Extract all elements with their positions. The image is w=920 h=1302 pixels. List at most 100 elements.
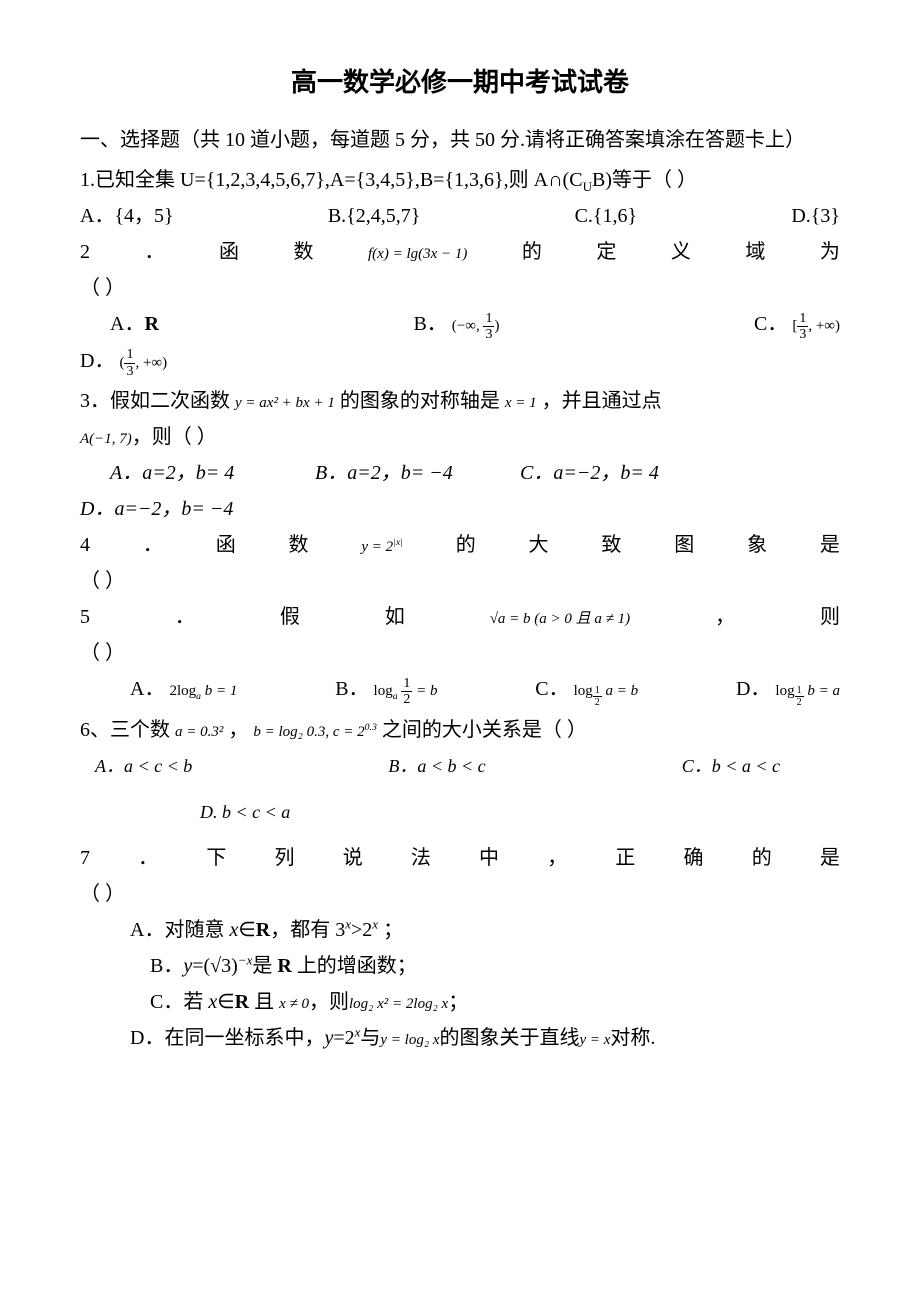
q4-t5: 的 [456,527,476,563]
q7-t9: 正 [615,840,635,876]
q6-opt-c: C．b < a < c [682,748,780,784]
q2-opta-lbl: A． [110,313,144,335]
q4-t4: 数 [289,527,309,563]
q3-s3: ，并且通过点 [542,390,662,412]
q6-opt-b: B．a < b < c [388,748,485,784]
q2-t8: 域 [745,234,765,270]
q5-t5: ， [715,599,735,635]
q5-math: √a = b (a > 0 且 a ≠ 1) [490,606,630,633]
q4-t3: 函 [216,527,236,563]
question-5-blank: （ ） [80,635,840,671]
q2-t7: 义 [671,234,691,270]
q2-options-row1: A．R B． (−∞, 13) C． [13, +∞) [80,306,840,342]
q2-opt-a: A．R [80,306,159,342]
q3-opt-c: C．a=−2，b= 4 [520,455,659,491]
q6-m1: a = 0.3² [175,724,223,740]
q6-s3: 之间的大小关系是（ ） [382,719,587,741]
q5-optb-math: loga 12 = b [374,683,438,699]
q4-t2: ． [143,527,163,563]
q5-t1: 5 [80,599,90,635]
q2-t2: ． [145,234,165,270]
q6-options-row1: A．a < c < b B．a < b < c C．b < a < c [80,748,840,784]
q5-optd-math: log12 b = a [775,683,840,699]
question-4-line1: 4 ． 函 数 y = 2|x| 的 大 致 图 象 是 [80,527,840,563]
q7-t6: 法 [411,840,431,876]
q3-m1: y = ax² + bx + 1 [235,395,335,411]
q2-optb-lbl: B． [413,313,446,335]
q1-opt-d: D.{3} [791,198,840,234]
q7-opt-d: D．在同一坐标系中，y=2x与y = log₂ x的图象关于直线y = x对称. [80,1020,840,1056]
question-7-line1: 7 ． 下 列 说 法 中 ， 正 确 的 是 [80,840,840,876]
q4-t9: 象 [747,527,767,563]
q5-optb-lbl: B． [335,678,368,700]
q6-opt-a: A．a < c < b [80,748,192,784]
q3-opt-b: B．a=2，b= −4 [315,455,515,491]
q7-opt-a: A．对随意 x∈R，都有 3x>2x ； [80,912,840,948]
q2-t5: 的 [522,234,542,270]
question-4-blank: （ ） [80,563,840,599]
q5-opt-b: B． loga 12 = b [335,671,437,708]
q1-opt-a: A．{4，5} [80,198,174,234]
q5-opta-lbl: A． [130,678,164,700]
q7-t3: 下 [206,840,226,876]
q2-optb-math: (−∞, 13) [452,318,500,334]
q1-opt-b: B.{2,4,5,7} [328,198,421,234]
q7-t10: 确 [684,840,704,876]
q7-t11: 的 [752,840,772,876]
page-title: 高一数学必修一期中考试试卷 [80,60,840,107]
q4-t1: 4 [80,527,90,563]
q3-m3: A(−1, 7) [80,431,132,447]
q4-t8: 图 [674,527,694,563]
q2-optc-lbl: C． [754,313,787,335]
q5-options: A． 2loga b = 1 B． loga 12 = b C． log12 a… [80,671,840,708]
q3-m2: x = 1 [505,395,537,411]
q6-s2: ， [228,719,248,741]
question-3: 3．假如二次函数 y = ax² + bx + 1 的图象的对称轴是 x = 1… [80,383,840,419]
q7-t7: 中 [479,840,499,876]
q3-opt-a: A．a=2，b= 4 [80,455,310,491]
q2-math: f(x) = lg(3x − 1) [368,241,467,268]
q3-s2: 的图象的对称轴是 [340,390,500,412]
q5-opta-math: 2loga b = 1 [169,683,237,699]
q3-opt-d: D．a=−2，b= −4 [80,491,840,527]
q2-opt-c: C． [13, +∞) [754,306,840,342]
q4-math: y = 2|x| [361,534,402,561]
q4-t6: 大 [529,527,549,563]
question-6: 6、三个数 a = 0.3² ， b = log₂ 0.3, c = 20.3 … [80,712,840,748]
q7-t1: 7 [80,840,90,876]
q1-sub: U [583,179,592,194]
question-3-line2: A(−1, 7)，则（ ） [80,419,840,455]
q6-m2: b = log₂ 0.3, c = 20.3 [253,724,376,740]
q6-opt-d: D. b < c < a [80,794,840,830]
q7-t12: 是 [820,840,840,876]
q3-options: A．a=2，b= 4 B．a=2，b= −4 C．a=−2，b= 4 [80,455,840,491]
q5-opt-a: A． 2loga b = 1 [80,671,237,708]
q2-optd-lbl: D． [80,350,114,372]
q5-t3: 假 [280,599,300,635]
q5-optc-lbl: C． [535,678,568,700]
q2-t4: 数 [294,234,314,270]
question-1: 1.已知全集 U={1,2,3,4,5,6,7},A={3,4,5},B={1,… [80,162,840,198]
q2-optd-math: (13, +∞) [119,355,167,371]
q2-t6: 定 [596,234,616,270]
question-2-blank: （ ） [80,270,840,306]
q5-opt-d: D． log12 b = a [736,671,840,708]
q7-opt-b: B．y=(√3)−x是 R 上的增函数； [80,948,840,984]
q7-t8: ， [547,840,567,876]
q7-t5: 说 [343,840,363,876]
q5-t2: ． [175,599,195,635]
q5-optd-lbl: D． [736,678,770,700]
q1-stem-end: B)等于（ ） [592,169,697,191]
q3-s4: ，则（ ） [132,426,217,448]
question-7-blank: （ ） [80,876,840,912]
q6-s1: 6、三个数 [80,719,170,741]
q5-t4: 如 [385,599,405,635]
q7-t2: ． [138,840,158,876]
q1-opt-c: C.{1,6} [575,198,638,234]
q2-opt-b: B． (−∞, 13) [413,306,499,342]
question-2-line1: 2 ． 函 数 f(x) = lg(3x − 1) 的 定 义 域 为 [80,234,840,270]
q2-opta-val: R [144,313,158,335]
q5-t6: 则 [820,599,840,635]
q5-optc-math: log12 a = b [574,683,639,699]
q1-stem: 1.已知全集 U={1,2,3,4,5,6,7},A={3,4,5},B={1,… [80,169,583,191]
